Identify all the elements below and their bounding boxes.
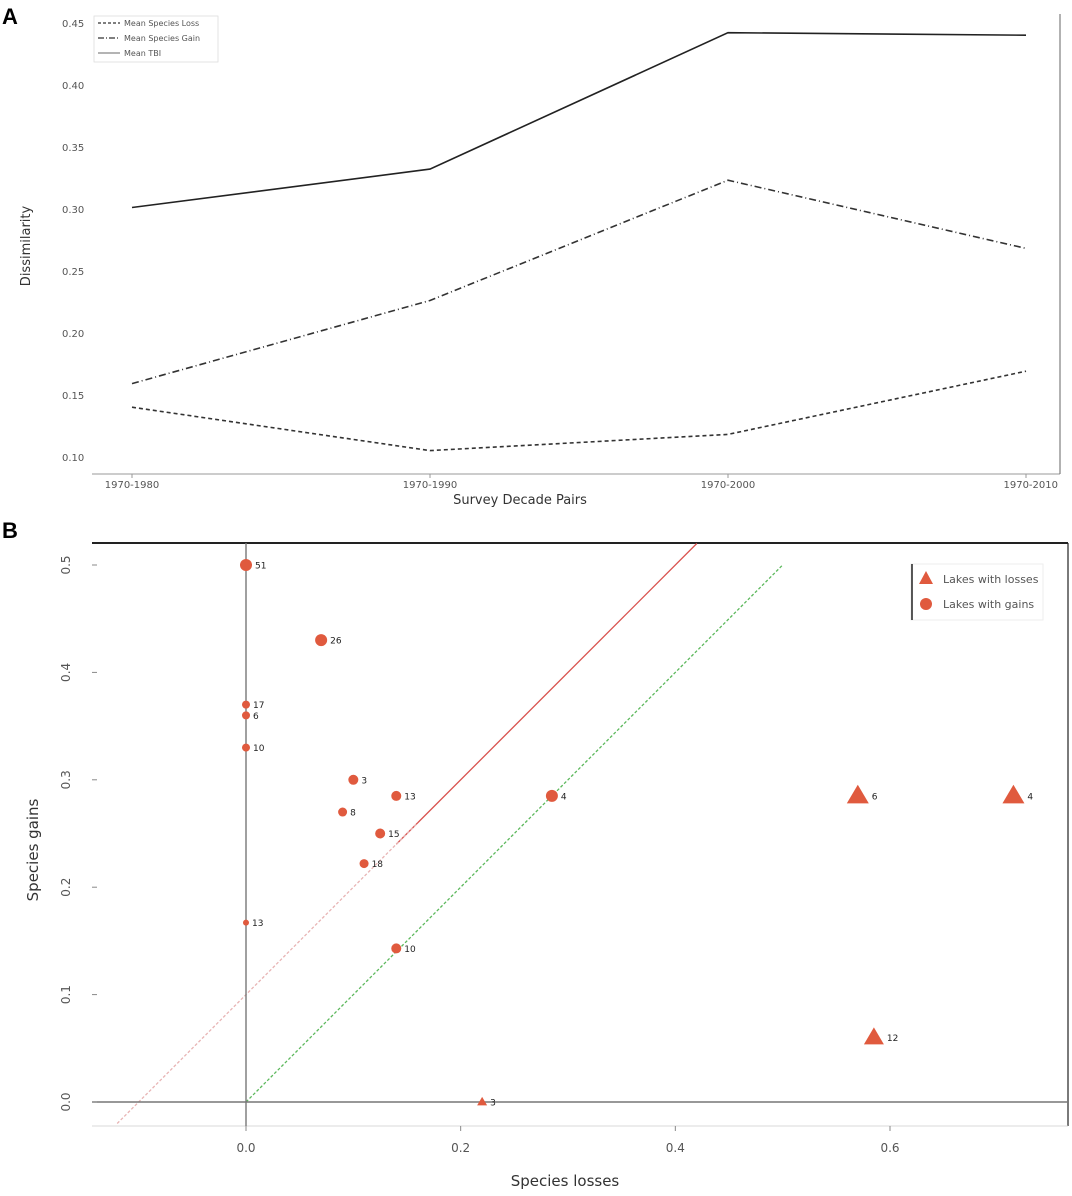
panel-a-x-axis-title: Survey Decade Pairs [453,493,587,508]
panel-a-legend: Mean Species Loss Mean Species Gain Mean… [93,15,219,63]
panel-a-y-tick-label: 0.30 [62,205,84,216]
panel-b-legend-box [910,563,1044,621]
reference-red-line [395,543,698,845]
panel-a-legend-box [93,15,219,63]
loss-point-triangle [477,1096,488,1106]
gain-point-circle [338,807,348,817]
loss-point-triangle [863,1027,884,1045]
point-label: 51 [255,562,266,572]
panel-a-y-tick-label: 0.45 [62,19,84,30]
point-label: 12 [887,1034,898,1044]
point-label: 13 [252,919,263,929]
panel-b-y-tick-label: 0.0 [59,1092,73,1111]
panel-b-x-tick-label: 0.4 [666,1141,685,1155]
reference-pink-line [116,822,419,1124]
panel-a-y-tick-label: 0.25 [62,267,84,278]
loss-point-triangle [1002,784,1025,804]
legend-label-tbi: Mean TBI [124,49,161,58]
panel-b-y-tick-label: 0.5 [59,555,73,574]
panel-b-x-tick-label: 0.6 [880,1141,899,1155]
legend-label-loss: Mean Species Loss [124,19,199,28]
point-label: 4 [1027,792,1033,802]
panel-a-line-chart: 0.10 0.15 0.20 0.25 0.30 0.35 0.40 0.45 1970-19… [19,14,1061,508]
gain-point-circle [242,711,250,720]
gain-point-circle [240,559,252,571]
point-label: 8 [350,809,356,819]
panel-b-letter: B [2,518,18,543]
point-label: 3 [490,1099,496,1109]
panel-a-x-tick-label: 1970-1990 [403,480,458,491]
series-line-mean-species-loss [131,370,1027,452]
series-line-mean-species-gain [131,179,1027,385]
point-label: 3 [361,776,367,786]
panel-a-y-tick-label: 0.40 [62,81,84,92]
panel-b-x-tick-label: 0.0 [236,1141,255,1155]
panel-a-x-tick-label: 1970-2010 [1003,480,1058,491]
legend-label-losses: Lakes with losses [943,573,1039,586]
panel-b-y-tick-label: 0.4 [59,663,73,682]
gain-point-circle [315,634,328,647]
legend-label-gains: Lakes with gains [943,598,1034,611]
series-line-mean-tbi [131,31,1027,209]
gain-point-circle [242,700,250,709]
panel-a-y-tick-label: 0.35 [62,143,84,154]
gain-point-circle [359,859,369,869]
panel-a-y-tick-label: 0.15 [62,391,84,402]
point-label: 10 [253,744,265,754]
panel-b-y-tick-label: 0.2 [59,878,73,897]
gain-point-circle [243,919,249,926]
gain-point-circle [391,790,402,801]
panel-b-y-tick-label: 0.3 [59,770,73,789]
point-label: 17 [253,701,264,711]
point-label: 6 [253,712,259,722]
panel-a-letter: A [2,4,18,29]
gain-point-circle [348,774,359,785]
panel-a-x-tick-label: 1970-2000 [701,480,756,491]
panel-b-y-tick-label: 0.1 [59,985,73,1004]
gain-point-circle [545,789,558,802]
panel-b-legend: Lakes with losses Lakes with gains [910,563,1044,621]
panel-a-x-tick-label: 1970-1980 [105,480,160,491]
panel-b-y-axis-title: Species gains [24,798,42,901]
point-label: 13 [404,792,415,802]
legend-circle-marker [920,598,932,610]
point-label: 26 [330,637,342,647]
panel-b-x-axis-title: Species losses [511,1172,620,1190]
legend-triangle-marker [919,571,933,584]
panel-a-y-axis-title: Dissimilarity [19,206,34,287]
point-label: 10 [404,945,416,955]
point-label: 18 [372,860,384,870]
panel-b-scatter-chart: 0.00.10.20.30.40.5 0.0 0.2 0.4 0.6 51261761… [24,542,1069,1190]
loss-point-triangle [846,784,869,804]
panel-b-x-tick-label: 0.2 [451,1141,470,1155]
gain-point-circle [242,743,250,752]
point-label: 4 [561,792,567,802]
gain-point-circle [375,828,386,839]
panel-a-y-tick-label: 0.10 [62,453,84,464]
reference-green-line [245,564,784,1103]
gain-point-circle [391,943,402,954]
legend-label-gain: Mean Species Gain [124,34,200,43]
point-label: 6 [872,792,878,802]
panel-a-y-tick-label: 0.20 [62,329,84,340]
point-label: 15 [388,830,399,840]
